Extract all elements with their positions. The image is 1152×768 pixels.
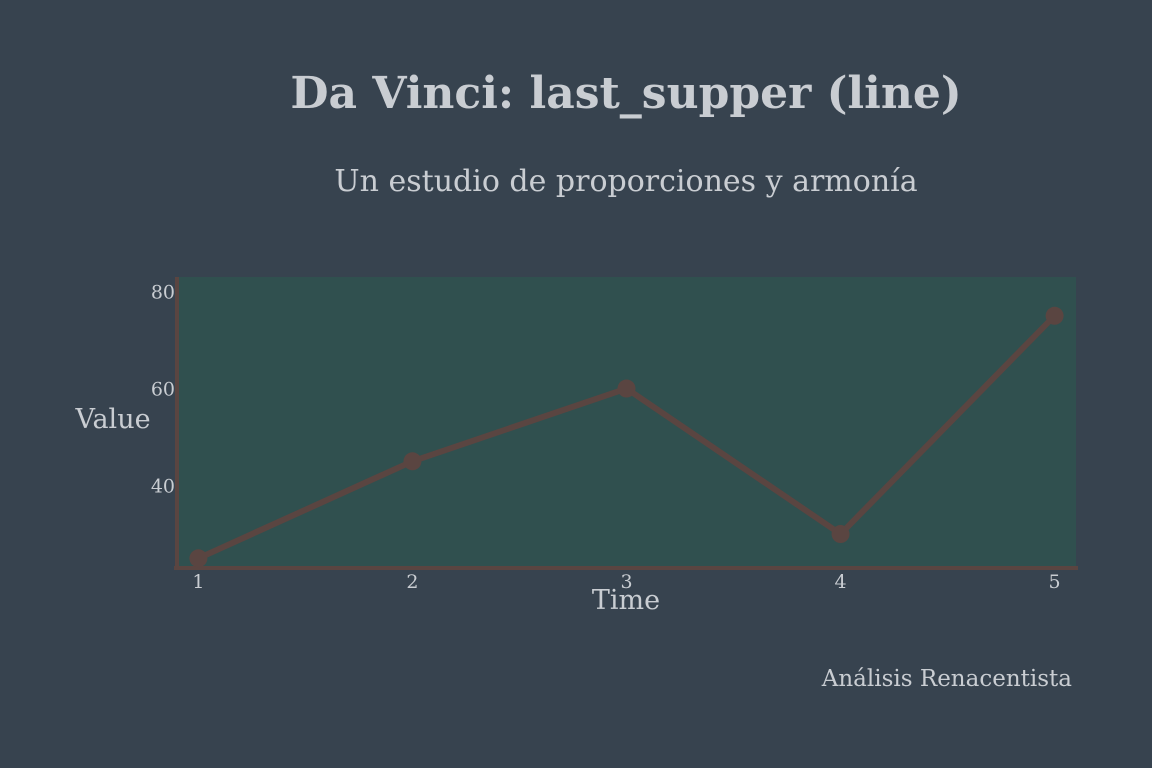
y-tick-label: 60 xyxy=(151,379,175,401)
y-tick-label: 40 xyxy=(151,476,175,498)
footer-note: Análisis Renacentista xyxy=(821,666,1073,692)
data-point xyxy=(189,549,208,568)
series-layer xyxy=(189,306,1064,568)
chart-title: Da Vinci: last_supper (line) xyxy=(290,68,961,119)
x-tick-label: 4 xyxy=(835,571,847,593)
data-point xyxy=(1045,306,1064,325)
chart-subtitle: Un estudio de proporciones y armonía xyxy=(334,164,917,199)
x-axis-ticks: 1 2 3 4 5 xyxy=(192,571,1060,593)
x-tick-label: 5 xyxy=(1049,571,1061,593)
data-point xyxy=(403,452,422,471)
data-point xyxy=(831,525,850,544)
plot-area xyxy=(177,277,1076,568)
data-point xyxy=(617,379,636,398)
y-axis-ticks: 40 60 80 xyxy=(151,282,175,498)
y-tick-label: 80 xyxy=(151,282,175,304)
x-tick-label: 1 xyxy=(192,571,204,593)
x-tick-label: 3 xyxy=(620,571,632,593)
x-tick-label: 2 xyxy=(406,571,418,593)
x-axis-title: Time xyxy=(592,585,660,616)
y-axis-title: Value xyxy=(74,404,150,435)
